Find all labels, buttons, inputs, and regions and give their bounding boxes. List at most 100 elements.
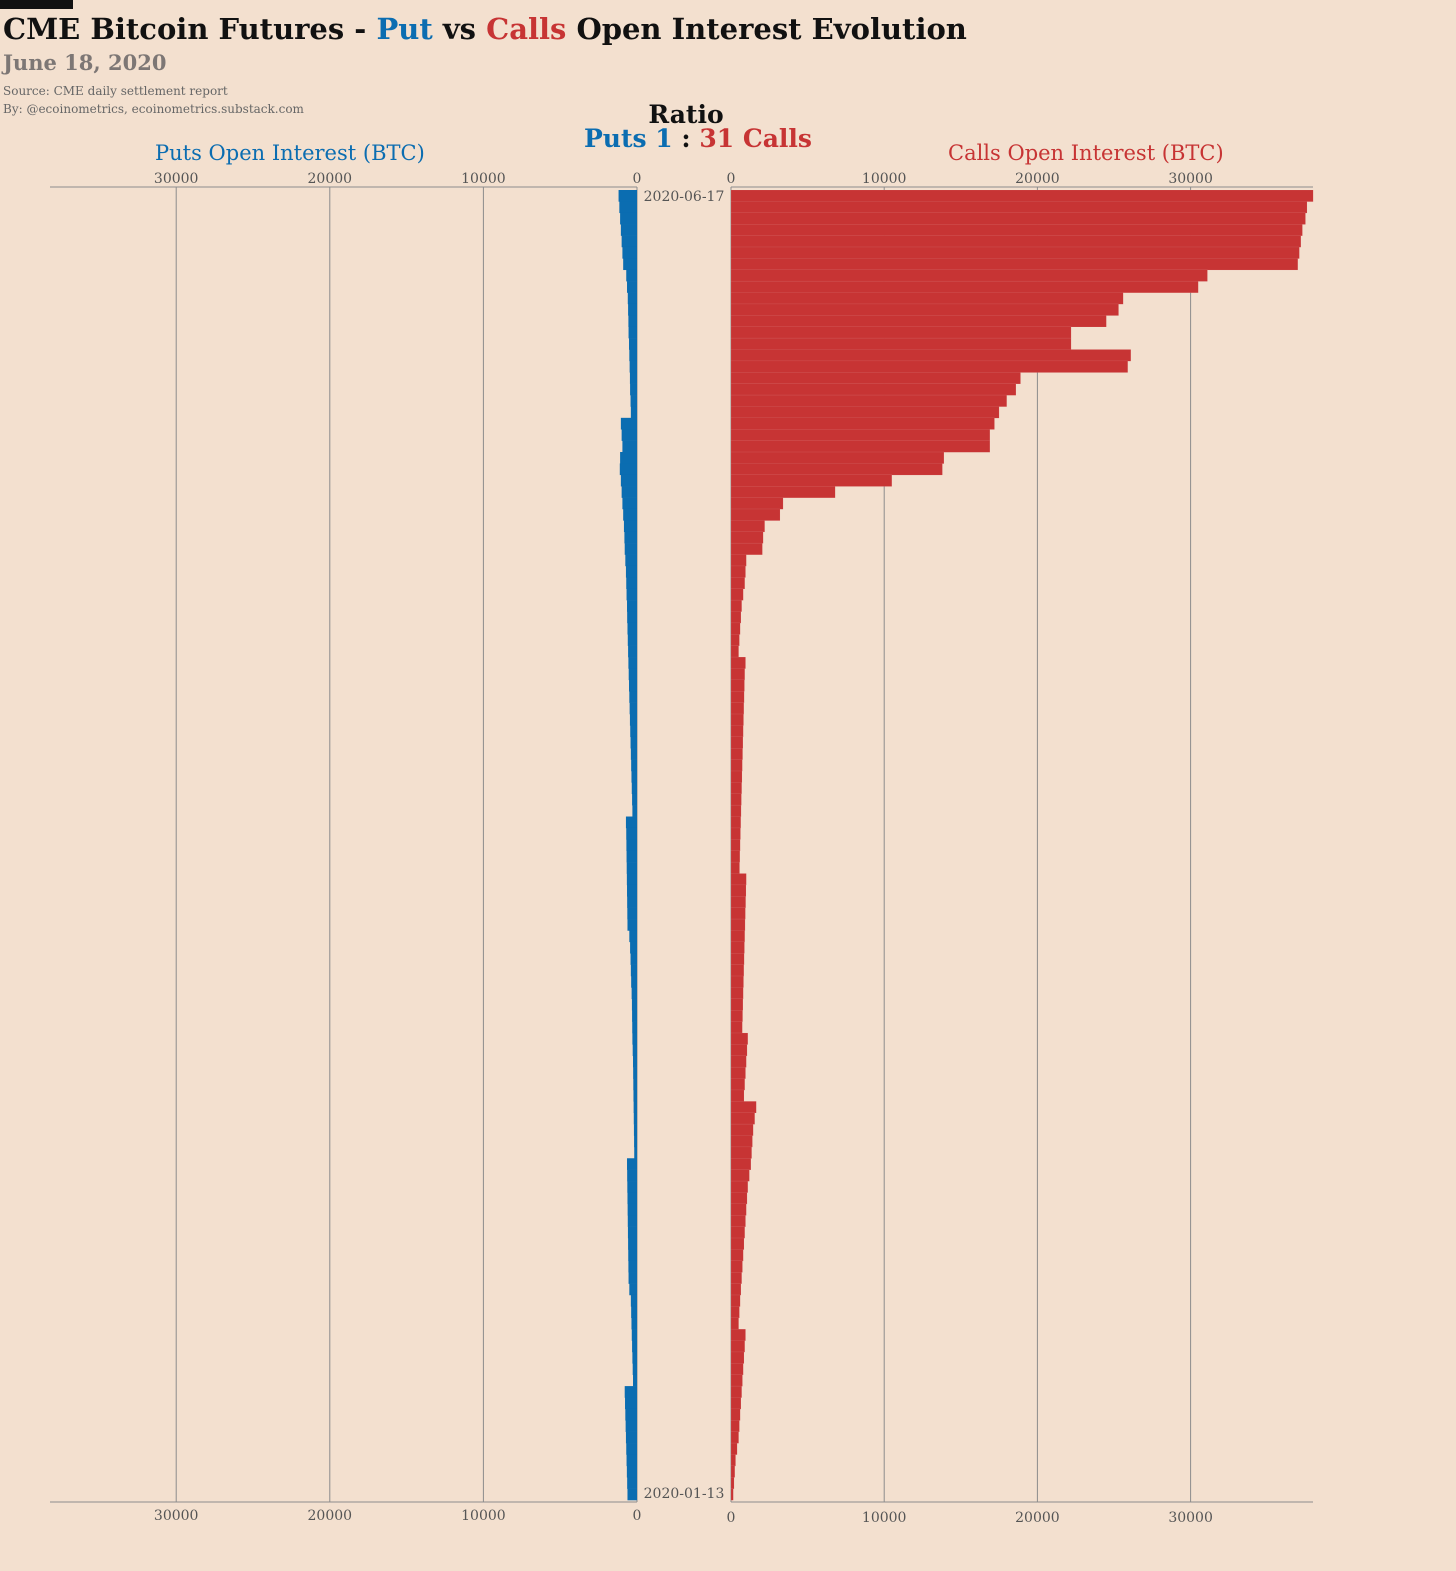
puts-bar <box>629 372 637 384</box>
calls-bar <box>730 429 991 442</box>
puts-bar <box>627 919 637 931</box>
calls-tick-label-bottom: 0 <box>727 1510 736 1526</box>
byline: By: @ecoinometrics, ecoinometrics.substa… <box>3 102 304 116</box>
puts-bar <box>620 224 637 236</box>
puts-bar <box>633 1078 637 1091</box>
calls-tick-label-top: 0 <box>727 171 736 187</box>
calls-bar <box>730 383 1017 396</box>
calls-bar <box>730 554 747 567</box>
calls-bar <box>730 770 743 783</box>
puts-bar <box>623 508 637 521</box>
calls-bar <box>730 1135 753 1148</box>
puts-bar <box>629 1283 637 1296</box>
puts-bar <box>627 884 637 897</box>
puts-bar <box>628 645 637 658</box>
calls-bar <box>730 337 1072 350</box>
calls-bar <box>730 1203 747 1216</box>
calls-bar <box>730 691 745 704</box>
puts-bar <box>630 748 637 760</box>
calls-bar <box>730 1465 736 1478</box>
puts-bar <box>627 1215 637 1227</box>
calls-bar <box>730 1215 746 1228</box>
puts-bar <box>631 770 637 783</box>
puts-tick-label-top: 0 <box>633 171 642 187</box>
puts-bar <box>632 1021 637 1034</box>
calls-bar <box>730 235 1302 248</box>
puts-bar <box>629 714 637 726</box>
puts-bar <box>625 1431 637 1444</box>
calls-bar <box>730 280 1199 294</box>
puts-bar <box>626 1465 637 1478</box>
puts-bar <box>618 190 637 202</box>
puts-bar <box>626 1454 637 1467</box>
puts-bar <box>632 805 637 817</box>
puts-bar <box>627 611 637 624</box>
puts-bar <box>626 873 637 886</box>
puts-bar <box>627 634 637 646</box>
puts-bar <box>619 201 637 214</box>
source-note: Source: CME daily settlement report <box>3 84 228 98</box>
puts-bar <box>620 452 637 464</box>
puts-bar <box>633 1124 637 1136</box>
calls-bar <box>730 212 1306 225</box>
puts-bar <box>632 793 637 806</box>
puts-bar <box>630 1294 637 1307</box>
ratio-value: Puts 1 : 31 Calls <box>583 124 812 153</box>
calls-bar <box>730 634 740 647</box>
puts-bar <box>632 1010 637 1022</box>
calls-bar <box>730 1454 736 1467</box>
puts-bar <box>626 862 637 874</box>
puts-bar <box>626 588 637 601</box>
calls-bar <box>730 1066 746 1080</box>
puts-bar <box>630 725 637 738</box>
calls-bar <box>730 349 1132 362</box>
calls-bar <box>730 1477 735 1490</box>
puts-bar <box>624 543 637 555</box>
puts-bar <box>631 976 637 988</box>
calls-bar <box>730 292 1124 305</box>
calls-bar <box>730 326 1072 339</box>
calls-bar <box>730 1408 741 1421</box>
calls-bar <box>730 1021 743 1034</box>
puts-bar <box>625 1397 637 1410</box>
calls-bar <box>730 1328 746 1342</box>
calls-bar <box>730 485 836 499</box>
puts-bar <box>628 326 637 339</box>
puts-bar <box>621 235 637 248</box>
calls-bar <box>730 1009 743 1023</box>
puts-bar <box>627 622 637 635</box>
calls-bar <box>730 759 743 772</box>
calls-bar <box>730 1294 741 1307</box>
puts-bar <box>619 463 637 476</box>
calls-bar <box>730 1340 745 1353</box>
puts-bar <box>631 1306 637 1319</box>
puts-bar <box>628 1249 637 1262</box>
puts-bar <box>634 1146 637 1159</box>
puts-bar <box>627 1488 637 1501</box>
puts-bar <box>631 1317 637 1330</box>
calls-bar <box>730 1146 752 1159</box>
calls-bar <box>730 679 745 692</box>
calls-bar <box>730 930 745 943</box>
puts-bar <box>634 1135 637 1148</box>
calls-bar <box>730 246 1300 259</box>
calls-bar <box>730 884 747 897</box>
puts-tick-label-top: 10000 <box>461 171 506 187</box>
calls-bar <box>730 508 781 521</box>
calls-bar <box>730 303 1119 316</box>
calls-bar <box>730 907 746 920</box>
calls-bar <box>730 1374 743 1387</box>
puts-bar <box>626 827 637 840</box>
calls-bar <box>730 1055 747 1068</box>
calls-tick-label-top: 30000 <box>1168 171 1213 187</box>
puts-bar <box>627 1477 637 1489</box>
puts-bar <box>630 395 637 407</box>
puts-bar <box>624 1386 637 1398</box>
calls-bar <box>730 1226 745 1239</box>
puts-bar <box>625 565 637 578</box>
puts-bar <box>620 474 637 487</box>
puts-bar <box>625 1420 637 1432</box>
calls-bar <box>730 542 763 556</box>
puts-bar <box>627 1169 637 1182</box>
puts-tick-label-bottom: 30000 <box>154 1508 199 1524</box>
